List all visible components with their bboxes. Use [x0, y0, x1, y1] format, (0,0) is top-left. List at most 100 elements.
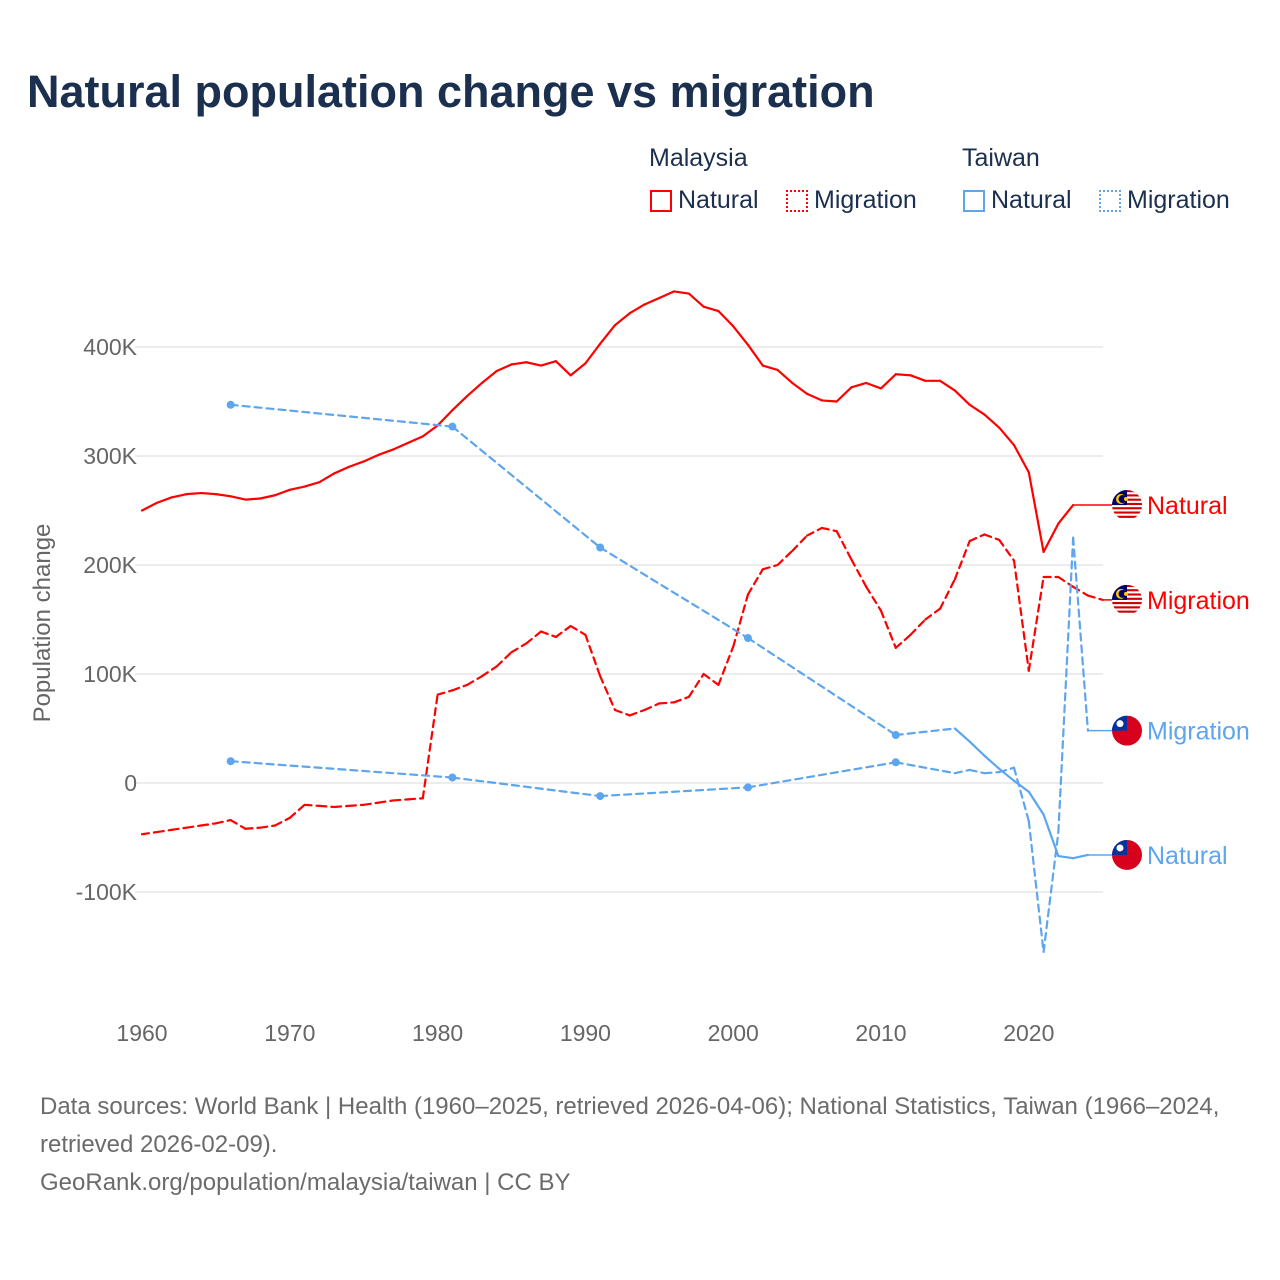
malaysia-natural-line-segment	[717, 309, 735, 328]
flag-stripe	[1112, 606, 1142, 609]
malaysia-natural-end-label: Natural	[1147, 492, 1228, 520]
flag-stripe	[1112, 610, 1142, 614]
malaysia-natural-line-segment	[554, 360, 572, 377]
malaysia-migration-line-segment	[761, 563, 779, 571]
flag-body	[1112, 584, 1142, 615]
malaysia-natural-line-segment	[1042, 522, 1060, 554]
malaysia-migration-line-segment	[835, 530, 853, 561]
malaysia-migration-end-label: Migration	[1147, 587, 1250, 615]
malaysia-migration-line-segment	[140, 830, 158, 836]
y-tick-label: 300K	[83, 443, 137, 469]
malaysia-natural-line-segment	[155, 496, 173, 504]
legend-malaysia-migration[interactable]: Migration	[786, 186, 917, 215]
malaysia-natural-line-segment	[584, 342, 602, 365]
malaysia-migration-line-segment	[480, 665, 498, 678]
malaysia-migration-line-segment	[362, 801, 380, 806]
malaysia-migration-line-segment	[628, 708, 646, 717]
flag-stripe	[1112, 602, 1142, 605]
malaysia-natural-line-segment	[968, 403, 986, 416]
malaysia-natural-line-segment	[451, 394, 469, 412]
malaysia-natural-line-segment	[628, 303, 646, 315]
flag-body	[1112, 839, 1142, 870]
taiwan-migration-data-point	[226, 757, 235, 766]
taiwan-migration-line-segment	[1012, 766, 1030, 823]
malaysia-natural-line-segment	[377, 448, 395, 457]
y-tick-label: -100K	[76, 879, 138, 905]
malaysia-natural-line-segment	[303, 481, 321, 488]
malaysia-natural-line-segment	[879, 373, 897, 390]
malaysia-migration-line-segment	[702, 672, 720, 687]
malaysia-migration-line-segment	[939, 578, 957, 610]
malaysia-natural-line-segment	[362, 453, 380, 463]
malaysia-natural-line-segment	[170, 493, 188, 499]
legend-taiwan-migration[interactable]: Migration	[1099, 186, 1230, 215]
taiwan-migration-line-segment	[451, 776, 602, 798]
malaysia-natural-line-segment	[835, 386, 853, 403]
taiwan-natural-line-segment	[894, 727, 957, 737]
malaysia-natural-line-segment	[1012, 444, 1030, 474]
flag-stripe	[1112, 509, 1142, 512]
taiwan-natural-data-point	[448, 422, 457, 431]
malaysia-natural-line-segment	[406, 435, 424, 445]
legend-malaysia-natural[interactable]: Natural	[650, 186, 759, 215]
malaysia-natural-line-segment	[510, 361, 528, 366]
taiwan-migration-data-point	[743, 783, 752, 792]
malaysia-natural-line-segment	[599, 324, 617, 345]
taiwan-migration-line-segment	[229, 760, 454, 779]
y-tick-label: 200K	[83, 552, 137, 578]
malaysia-migration-line-segment	[495, 651, 513, 668]
malaysia-migration-line-segment	[525, 630, 543, 645]
malaysia-migration-line-segment	[200, 822, 217, 827]
malaysia-natural-line-segment	[229, 495, 247, 501]
malaysia-migration-line-segment	[599, 675, 617, 712]
malaysia-natural-line-segment	[983, 413, 1001, 429]
malaysia-natural-line-segment	[200, 491, 217, 496]
legend-taiwan-natural[interactable]: Natural	[963, 186, 1072, 215]
malaysia-natural-line-segment	[805, 392, 823, 402]
taiwan-migration-line-segment	[1072, 536, 1090, 732]
malaysia-migration-line-segment	[273, 816, 291, 827]
flag-stripe	[1112, 511, 1142, 514]
malaysia-migration-line-segment	[421, 693, 439, 800]
taiwan-migration-line-segment	[1057, 536, 1075, 834]
taiwan-flag-icon	[1112, 839, 1142, 870]
legend-group-malaysia: Malaysia	[649, 144, 748, 172]
dotted-swatch-icon	[786, 189, 808, 212]
flag-body	[1112, 490, 1142, 521]
taiwan-natural-line-segment	[229, 403, 454, 428]
malaysia-natural-line-segment	[702, 305, 720, 313]
malaysia-natural-line-segment	[850, 381, 868, 389]
malaysia-migration-line-segment	[259, 824, 277, 829]
solid-swatch-icon	[650, 189, 672, 212]
data-sources: Data sources: World Bank | Health (1960–…	[40, 1093, 1220, 1158]
malaysia-migration-line-segment	[732, 593, 750, 648]
malaysia-migration-line-segment	[909, 618, 927, 636]
malaysia-natural-line-segment	[244, 497, 262, 501]
malaysia-natural-line-segment	[746, 343, 764, 367]
flag-body	[1112, 715, 1142, 746]
footer: Data sources: World Bank | Health (1960–…	[40, 1088, 1250, 1202]
x-tick-label: 1980	[412, 1020, 463, 1046]
malaysia-natural-line-segment	[998, 426, 1016, 447]
malaysia-migration-line-segment	[968, 533, 986, 543]
malaysia-migration-line-segment	[613, 708, 631, 717]
legend-label: Natural	[678, 186, 759, 214]
taiwan-natural-data-point	[891, 731, 900, 740]
credit-link[interactable]: GeoRank.org/population/malaysia/taiwan |…	[40, 1169, 571, 1196]
malaysia-migration-line-segment	[672, 695, 690, 704]
malaysia-natural-line-segment	[953, 389, 971, 406]
taiwan-migration-line-segment	[983, 770, 1001, 775]
malaysia-natural-line-segment	[791, 381, 809, 395]
malaysia-migration-line-segment	[1072, 585, 1090, 597]
taiwan-natural-line-segment	[953, 727, 971, 743]
malaysia-natural-line-segment	[865, 381, 883, 390]
malaysia-natural-line-segment	[214, 493, 232, 498]
malaysia-migration-line-segment	[776, 549, 794, 567]
malaysia-natural-line-segment	[347, 460, 365, 468]
malaysia-flag-icon	[1112, 584, 1142, 615]
malaysia-natural-line-segment	[525, 361, 543, 367]
taiwan-migration-data-point	[448, 773, 457, 782]
malaysia-natural-line-segment	[909, 374, 927, 382]
malaysia-migration-line-segment	[318, 804, 336, 809]
malaysia-natural-line-segment	[776, 368, 794, 385]
